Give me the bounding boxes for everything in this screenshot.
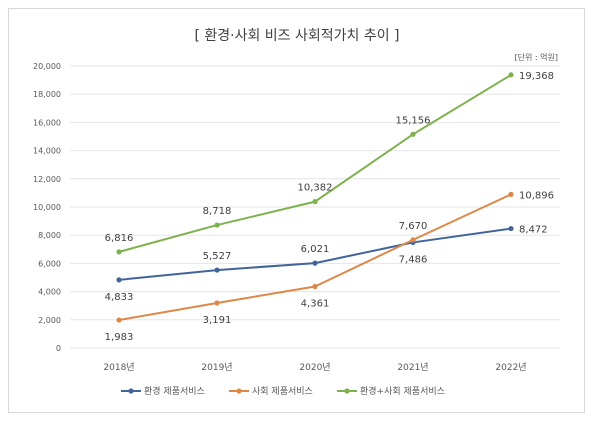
data-label: 4,361	[301, 299, 330, 310]
data-label: 1,983	[105, 332, 134, 343]
series-lines	[116, 72, 514, 323]
data-point	[508, 191, 514, 197]
series-line	[118, 74, 512, 253]
chart-frame	[8, 8, 585, 413]
x-tick-label: 2022년	[495, 362, 526, 373]
data-point	[410, 237, 416, 243]
x-axis-ticks: 2018년 2019년 2020년 2021년 2022년	[103, 362, 526, 373]
x-tick-label: 2021년	[397, 362, 428, 373]
data-label: 7,486	[399, 254, 428, 265]
x-tick-label: 2020년	[299, 362, 330, 373]
data-point	[508, 72, 514, 78]
data-label: 8,472	[519, 225, 548, 236]
data-label: 7,670	[399, 221, 428, 232]
y-tick-label: 14,000	[33, 147, 61, 156]
legend-label: 환경 제품서비스	[144, 385, 205, 397]
y-tick-label: 6,000	[38, 259, 61, 268]
y-tick-label: 16,000	[33, 118, 61, 127]
y-tick-label: 4,000	[38, 288, 61, 297]
y-tick-label: 8,000	[38, 231, 61, 240]
data-label: 10,382	[298, 183, 333, 194]
legend-swatch-marker	[344, 388, 350, 394]
data-label: 10,896	[519, 190, 554, 201]
data-label: 6,816	[105, 233, 134, 244]
legend-swatch-marker	[128, 388, 134, 394]
data-point	[410, 131, 416, 137]
y-axis-ticks: 0 2,000 4,000 6,000 8,000 10,000 12,000 14,000 1…	[33, 62, 61, 353]
gridlines	[70, 65, 560, 349]
data-label: 6,021	[301, 244, 330, 255]
data-point	[214, 222, 220, 228]
data-label: 5,527	[203, 251, 232, 262]
x-tick-label: 2018년	[103, 362, 134, 373]
y-tick-label: 20,000	[33, 62, 61, 71]
data-point	[312, 260, 318, 266]
y-tick-label: 0	[56, 344, 61, 353]
data-point	[312, 283, 318, 290]
legend-label: 사회 제품서비스	[252, 386, 313, 397]
data-point	[116, 277, 122, 283]
data-point	[116, 317, 122, 323]
data-label: 4,833	[105, 292, 134, 303]
data-labels: 4,833 5,527 6,021 7,486 8,472 1,983 3,191 4,361…	[105, 71, 554, 343]
data-label: 8,718	[203, 206, 232, 217]
y-tick-label: 10,000	[33, 203, 61, 212]
unit-note: [단위 : 억원]	[515, 52, 558, 62]
legend-swatch-marker	[236, 388, 242, 394]
data-label: 19,368	[519, 71, 554, 82]
legend-label: 환경+사회 제품서비스	[360, 385, 445, 397]
chart-title: [ 환경·사회 비즈 사회적가치 추이 ]	[194, 28, 399, 44]
data-label: 15,156	[396, 115, 431, 126]
data-point	[116, 249, 122, 255]
data-point	[214, 300, 220, 306]
y-tick-label: 18,000	[33, 90, 61, 99]
data-point	[214, 267, 220, 273]
y-tick-label: 2,000	[38, 316, 61, 325]
y-tick-label: 12,000	[33, 175, 61, 184]
data-point	[508, 225, 514, 232]
data-point	[312, 199, 318, 205]
legend: 환경 제품서비스 사회 제품서비스 환경+사회 제품서비스	[121, 385, 445, 397]
data-label: 3,191	[203, 315, 232, 326]
x-tick-label: 2019년	[201, 362, 232, 373]
